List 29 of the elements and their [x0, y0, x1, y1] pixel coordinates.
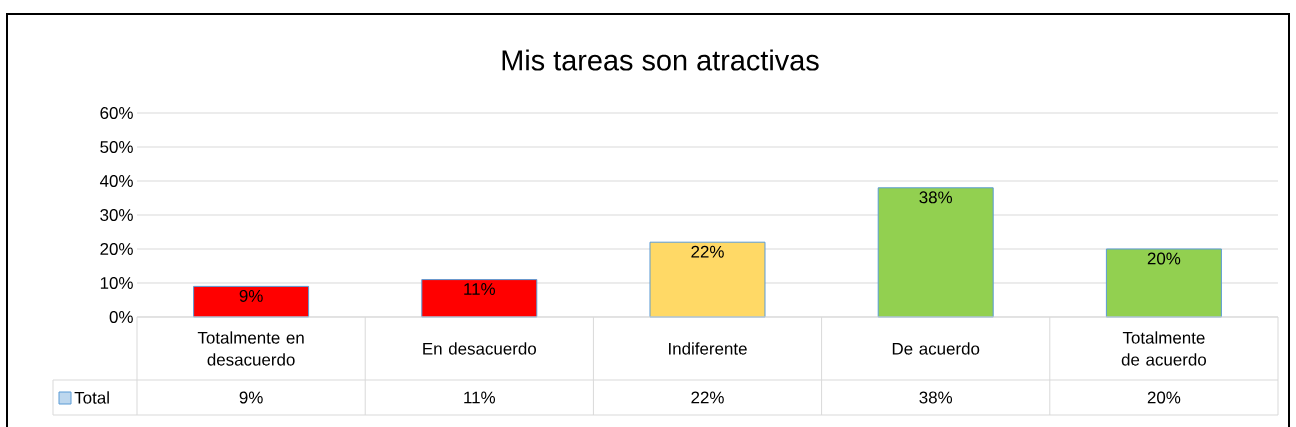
y-tick-label: 60%: [100, 107, 133, 120]
text: 9%: [239, 289, 263, 302]
data-label: 22%: [691, 391, 724, 404]
bar: [421, 279, 538, 318]
data-label: 38%: [919, 391, 953, 404]
x-tick-label: Totalmente en desacuerdo: [197, 331, 304, 366]
text: 38%: [919, 191, 953, 204]
text: Total: [74, 391, 109, 404]
x-tick-label: Totalmente de acuerdo: [1121, 331, 1207, 366]
bar: [1105, 248, 1222, 318]
data-label: 11%: [464, 391, 496, 404]
y-tick-label: 20%: [100, 243, 133, 255]
x-tick-label: Indiferente: [669, 342, 747, 355]
text: 20%: [1147, 252, 1181, 265]
x-tick-label: En desacuerdo: [423, 342, 536, 355]
y-tick-label: 0%: [109, 311, 133, 323]
text: 22%: [691, 245, 724, 258]
bar: [877, 187, 994, 318]
bar: [649, 241, 766, 318]
text: 11%: [464, 283, 496, 295]
x-tick-label: De acuerdo: [892, 342, 980, 355]
chart-title: Mis tareas son atractivas: [502, 49, 819, 71]
y-tick-label: 50%: [100, 141, 133, 153]
data-label: 9%: [239, 391, 263, 404]
bar: [193, 285, 310, 318]
y-tick-label: 40%: [99, 175, 133, 187]
y-tick-label: 10%: [100, 277, 133, 289]
data-label: 20%: [1147, 391, 1181, 404]
y-tick-label: 30%: [100, 209, 133, 221]
